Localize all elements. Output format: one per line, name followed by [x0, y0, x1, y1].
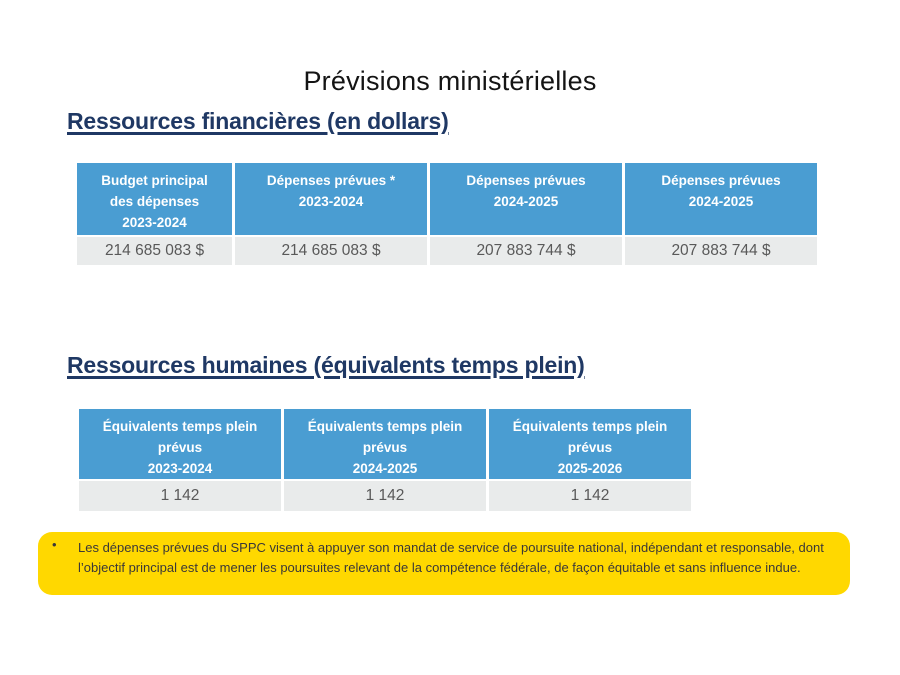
financial-table: Budget principal des dépenses 2023-2024 … [77, 163, 817, 265]
human-value-cell: 1 142 [284, 481, 486, 511]
financial-header-cell: Dépenses prévues 2024-2025 [430, 163, 622, 235]
human-value-cell: 1 142 [79, 481, 281, 511]
financial-header-cell: Budget principal des dépenses 2023-2024 [77, 163, 232, 235]
note-box: • Les dépenses prévues du SPPC visent à … [38, 532, 850, 595]
financial-header-cell: Dépenses prévues * 2023-2024 [235, 163, 427, 235]
financial-value-cell: 214 685 083 $ [77, 237, 232, 265]
financial-value-cell: 207 883 744 $ [625, 237, 817, 265]
human-resources-table: Équivalents temps plein prévus 2023-2024… [79, 409, 691, 511]
financial-value-cell: 207 883 744 $ [430, 237, 622, 265]
note-bullet: • [52, 537, 57, 552]
human-value-cell: 1 142 [489, 481, 691, 511]
human-header-cell: Équivalents temps plein prévus 2023-2024 [79, 409, 281, 479]
section-heading-financial: Ressources financières (en dollars) [67, 108, 449, 134]
financial-value-cell: 214 685 083 $ [235, 237, 427, 265]
page-title: Prévisions ministérielles [303, 66, 597, 96]
human-header-cell: Équivalents temps plein prévus 2024-2025 [284, 409, 486, 479]
human-header-cell: Équivalents temps plein prévus 2025-2026 [489, 409, 691, 479]
section-heading-human: Ressources humaines (équivalents temps p… [67, 352, 585, 378]
financial-header-cell: Dépenses prévues 2024-2025 [625, 163, 817, 235]
note-text: Les dépenses prévues du SPPC visent à ap… [78, 540, 824, 575]
